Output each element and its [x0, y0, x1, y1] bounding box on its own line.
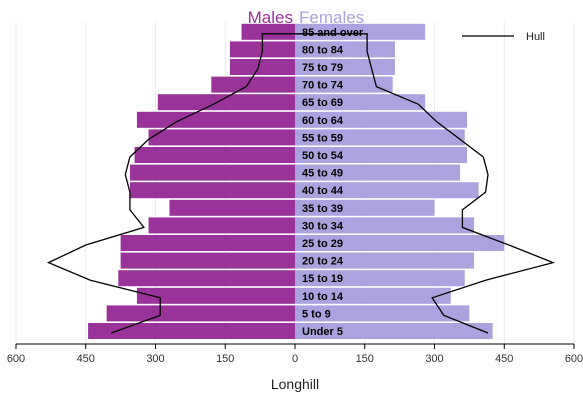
bar-males-0 — [88, 323, 295, 339]
bar-males-4 — [120, 252, 295, 269]
bar-females-9 — [295, 164, 461, 181]
bar-males-8 — [129, 182, 295, 199]
age-labels: Under 5 5 to 9 10 to 14 15 to 19 20 to 24 25 … — [302, 27, 364, 338]
bar-males-7 — [169, 199, 295, 216]
x-tick-label-0: 600 — [7, 353, 25, 365]
bar-females-7 — [295, 199, 435, 216]
age-label-1: 5 to 9 — [302, 308, 331, 320]
bar-females-2 — [295, 287, 451, 304]
bar-males-3 — [118, 270, 295, 287]
bar-females-4 — [295, 252, 475, 269]
x-tick-label-6: 300 — [425, 353, 443, 365]
bar-females-14 — [295, 76, 393, 93]
bar-males-17 — [241, 23, 295, 40]
bar-males-1 — [106, 305, 295, 322]
bar-females-16 — [295, 41, 395, 58]
bar-females-10 — [295, 147, 468, 163]
hull-line — [46, 33, 556, 334]
age-label-5: 25 to 29 — [302, 238, 343, 250]
age-label-13: 65 to 69 — [302, 97, 343, 109]
x-tick-label-3: 150 — [216, 353, 234, 365]
x-tick-label-7: 450 — [495, 353, 513, 365]
title: Males Females — [248, 8, 365, 27]
age-label-6: 30 to 34 — [302, 220, 344, 232]
bar-females-8 — [295, 182, 479, 199]
bar-females-5 — [295, 235, 505, 251]
age-label-11: 55 to 59 — [302, 132, 343, 144]
age-label-4: 20 to 24 — [302, 256, 344, 268]
bar-females-0 — [295, 323, 493, 339]
bar-males-12 — [136, 111, 295, 128]
bar-males-14 — [211, 76, 295, 93]
age-label-9: 45 to 49 — [302, 168, 343, 180]
bar-males-11 — [148, 129, 295, 146]
age-label-10: 50 to 54 — [302, 150, 344, 162]
bar-males-2 — [136, 287, 295, 304]
x-tick-label-4: 0 — [292, 353, 298, 365]
x-tick-label-5: 150 — [356, 353, 374, 365]
bar-males-5 — [120, 235, 295, 251]
bar-females-6 — [295, 217, 475, 234]
bar-females-11 — [295, 129, 465, 146]
bars — [88, 23, 505, 339]
x-tick-label-2: 300 — [146, 353, 164, 365]
bar-males-13 — [157, 94, 295, 111]
age-label-15: 75 to 79 — [302, 62, 343, 74]
age-label-3: 15 to 19 — [302, 273, 343, 285]
age-label-7: 35 to 39 — [302, 203, 343, 215]
bar-females-1 — [295, 305, 470, 322]
x-axis-title: Longhill — [271, 376, 319, 392]
bar-males-15 — [229, 59, 295, 75]
bar-males-10 — [134, 147, 295, 163]
bar-females-17 — [295, 23, 426, 40]
age-label-14: 70 to 74 — [302, 80, 344, 92]
age-label-8: 40 to 44 — [302, 185, 344, 197]
legend: Hull — [462, 31, 545, 43]
legend-label-hull: Hull — [526, 31, 545, 43]
bar-females-12 — [295, 111, 468, 128]
hull-overlay — [46, 33, 556, 334]
bar-females-13 — [295, 94, 426, 111]
title-males: Males — [248, 8, 293, 27]
age-label-2: 10 to 14 — [302, 291, 344, 303]
age-label-17: 85 and over — [302, 27, 364, 39]
title-females: Females — [299, 8, 364, 27]
age-label-12: 60 to 64 — [302, 115, 344, 127]
x-axis: 600 450 300 150 0 150 300 450 600 — [7, 343, 583, 365]
bar-females-3 — [295, 270, 465, 287]
x-tick-label-8: 600 — [565, 353, 583, 365]
bar-males-6 — [148, 217, 295, 234]
x-tick-label-1: 450 — [77, 353, 95, 365]
bar-males-9 — [129, 164, 295, 181]
age-label-0: Under 5 — [302, 326, 343, 338]
age-label-16: 80 to 84 — [302, 44, 344, 56]
